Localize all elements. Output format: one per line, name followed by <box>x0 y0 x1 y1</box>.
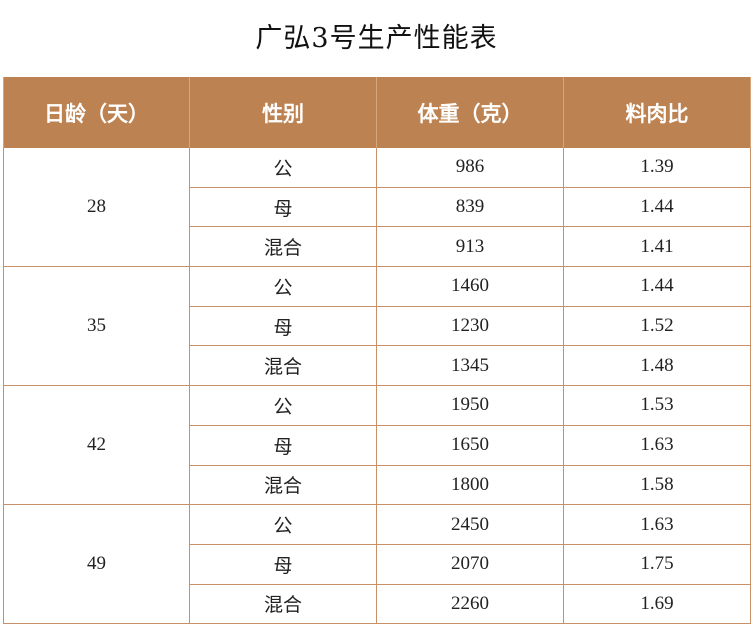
weight-cell: 2260 <box>376 583 564 625</box>
age-cell: 35 <box>3 266 190 387</box>
sex-cell: 混合 <box>189 345 377 387</box>
table-header: 日龄（天） 性别 体重（克） 料肉比 <box>3 77 751 148</box>
table-row: 混合 2260 1.69 <box>4 583 751 625</box>
ratio-cell: 1.39 <box>563 148 751 188</box>
table-row: 混合 1800 1.58 <box>4 464 751 506</box>
table-row: 49 公 2450 1.63 <box>3 504 751 625</box>
ratio-cell: 1.63 <box>563 504 751 545</box>
sex-cell: 混合 <box>189 226 377 268</box>
ratio-cell: 1.52 <box>563 305 751 347</box>
ratio-cell: 1.75 <box>563 543 751 585</box>
ratio-cell: 1.48 <box>563 345 751 387</box>
table-row: 42 公 1950 1.53 <box>3 385 751 506</box>
table-row: 母 839 1.44 <box>4 186 751 228</box>
weight-cell: 1345 <box>376 345 564 387</box>
table-body: 28 公 986 1.39 母 839 1.44 混合 913 1.41 35 … <box>3 148 751 625</box>
weight-cell: 1460 <box>376 266 564 307</box>
header-age: 日龄（天） <box>3 77 190 148</box>
sex-cell: 母 <box>189 543 377 585</box>
weight-cell: 839 <box>376 186 564 228</box>
weight-cell: 1230 <box>376 305 564 347</box>
header-weight: 体重（克） <box>376 77 564 148</box>
table-row: 混合 1345 1.48 <box>4 345 751 387</box>
weight-cell: 986 <box>376 148 564 188</box>
weight-cell: 1800 <box>376 464 564 506</box>
age-cell: 42 <box>3 385 190 506</box>
table-row: 母 2070 1.75 <box>4 543 751 585</box>
table-row: 混合 913 1.41 <box>4 226 751 268</box>
table-row: 28 公 986 1.39 <box>3 148 751 268</box>
weight-cell: 2450 <box>376 504 564 545</box>
age-cell: 28 <box>3 148 190 268</box>
weight-cell: 1650 <box>376 424 564 466</box>
header-row: 日龄（天） 性别 体重（克） 料肉比 <box>3 77 751 148</box>
table-row: 母 1230 1.52 <box>4 305 751 347</box>
table-title: 广弘3号生产性能表 <box>255 23 498 54</box>
ratio-cell: 1.58 <box>563 464 751 506</box>
performance-table: 日龄（天） 性别 体重（克） 料肉比 28 公 986 1.39 母 839 1… <box>3 77 751 625</box>
sex-cell: 公 <box>189 266 377 307</box>
ratio-cell: 1.44 <box>563 266 751 307</box>
sex-cell: 公 <box>189 385 377 426</box>
ratio-cell: 1.53 <box>563 385 751 426</box>
header-feed-ratio: 料肉比 <box>563 77 751 148</box>
ratio-cell: 1.69 <box>563 583 751 625</box>
sex-cell: 公 <box>189 504 377 545</box>
ratio-cell: 1.41 <box>563 226 751 268</box>
age-cell: 49 <box>3 504 190 625</box>
ratio-cell: 1.44 <box>563 186 751 228</box>
table-row: 母 1650 1.63 <box>4 424 751 466</box>
sex-cell: 母 <box>189 424 377 466</box>
sex-cell: 公 <box>189 148 377 188</box>
sex-cell: 母 <box>189 186 377 228</box>
ratio-cell: 1.63 <box>563 424 751 466</box>
sex-cell: 母 <box>189 305 377 347</box>
weight-cell: 913 <box>376 226 564 268</box>
weight-cell: 2070 <box>376 543 564 585</box>
weight-cell: 1950 <box>376 385 564 426</box>
sex-cell: 混合 <box>189 583 377 625</box>
sex-cell: 混合 <box>189 464 377 506</box>
header-sex: 性别 <box>189 77 377 148</box>
table-row: 35 公 1460 1.44 <box>3 266 751 387</box>
